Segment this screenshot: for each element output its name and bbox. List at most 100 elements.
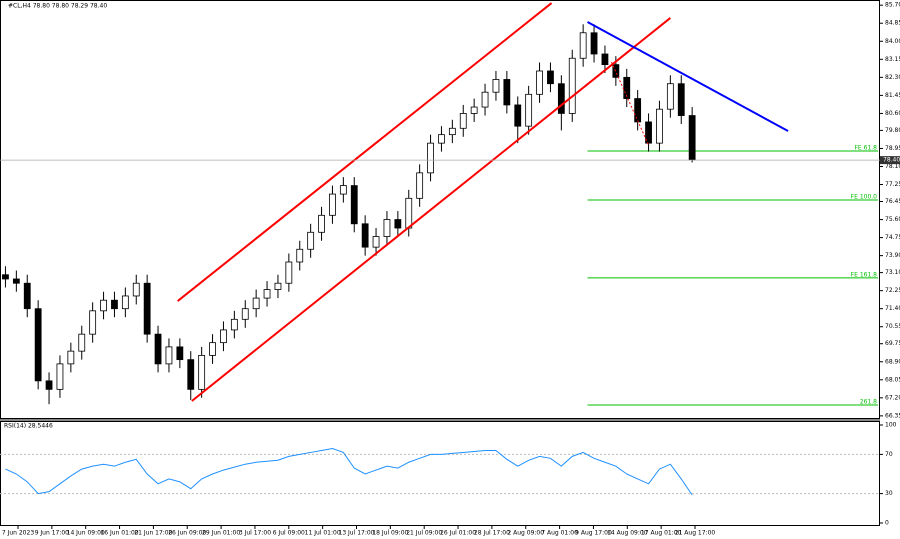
x-tick-label: 17 Aug 01:00 — [641, 530, 682, 537]
last-price-box — [880, 156, 900, 165]
candle-body — [45, 380, 53, 390]
candle-body — [677, 83, 685, 116]
rsi-line — [5, 448, 693, 496]
candle-body — [394, 219, 402, 229]
candle-body — [2, 274, 9, 280]
y-tick-label: 74.75 — [885, 234, 900, 241]
candle-body — [12, 278, 20, 284]
x-tick-label: 26 Jul 01:00 — [440, 530, 476, 537]
candle-body — [143, 282, 151, 335]
y-tick-label: 77.25 — [885, 181, 900, 188]
x-tick-label: 28 Jul 17:00 — [474, 530, 510, 537]
fibo-label: FE 61.8 — [854, 144, 877, 151]
y-tick-label: 76.45 — [885, 198, 900, 205]
candle-body — [459, 113, 467, 129]
candle-body — [634, 98, 642, 123]
candle-body — [285, 261, 293, 284]
candle-body — [329, 193, 336, 216]
candle-body — [230, 318, 238, 331]
rsi-tick-label: 100 — [885, 422, 897, 429]
x-tick-label: 21 Jun 17:00 — [134, 530, 172, 537]
candle-body — [132, 282, 140, 297]
x-tick-label: 26 Jun 09:00 — [168, 530, 206, 537]
y-tick-label: 68.05 — [885, 376, 900, 383]
x-tick-label: 7 Aug 01:00 — [541, 530, 578, 537]
candle-body — [252, 297, 260, 310]
rsi-tick-label: 0 — [885, 520, 889, 527]
candle-body — [274, 282, 282, 290]
candle-body — [176, 346, 184, 361]
y-tick-label: 80.60 — [885, 110, 900, 117]
trendline — [191, 17, 671, 402]
candle-body — [590, 32, 598, 55]
fibo-label: 261.8 — [860, 399, 877, 406]
candle-body — [688, 115, 696, 161]
x-tick-label: 13 Jul 17:00 — [339, 530, 375, 537]
y-tick-label: 78.95 — [885, 145, 900, 152]
candle-body — [209, 342, 216, 356]
candle-body — [470, 106, 478, 114]
y-tick-label: 69.75 — [885, 340, 900, 347]
rsi-tick-label: 70 — [885, 451, 893, 458]
candle-body — [263, 289, 271, 299]
candle-body — [427, 142, 434, 174]
candle-body — [579, 32, 587, 59]
candle-body — [448, 127, 456, 136]
y-tick-label: 81.45 — [885, 92, 900, 99]
y-tick-label: 73.90 — [885, 252, 900, 259]
candle-body — [623, 76, 631, 99]
candle-body — [296, 248, 304, 263]
x-tick-label: 21 Jul 09:00 — [406, 530, 442, 537]
y-tick-label: 72.25 — [885, 287, 900, 294]
price-frame — [0, 0, 880, 419]
x-tick-label: 6 Jul 09:00 — [273, 530, 305, 537]
candle-body — [339, 185, 347, 195]
candle-body — [383, 219, 391, 237]
y-tick-label: 67.20 — [885, 394, 900, 401]
last-price-label: 78.40 — [883, 157, 900, 164]
y-tick-label: 73.10 — [885, 269, 900, 276]
candle-body — [525, 93, 533, 127]
candle-body — [89, 310, 97, 335]
y-tick-label: 70.55 — [885, 323, 900, 330]
candle-body — [111, 299, 118, 310]
candle-body — [121, 295, 129, 310]
candle-body — [481, 91, 489, 108]
candle-body — [372, 236, 380, 248]
rsi-tick-label: 30 — [885, 490, 893, 497]
candle-body — [557, 83, 565, 114]
x-tick-label: 7 Jun 2023 — [2, 530, 34, 537]
candle-body — [361, 223, 369, 248]
candle-body — [187, 359, 195, 390]
x-tick-label: 11 Jul 01:00 — [305, 530, 341, 537]
candle-body — [318, 214, 325, 233]
candle-body — [56, 363, 64, 390]
fibo-label: FE 161.8 — [851, 271, 878, 278]
trendline — [611, 61, 650, 146]
candle-body — [536, 70, 543, 95]
x-tick-label: 18 Jul 09:00 — [372, 530, 408, 537]
x-tick-label: 9 Jun 17:00 — [35, 530, 69, 537]
candle-body — [67, 350, 75, 365]
candle-body — [154, 333, 162, 365]
candle-body — [645, 121, 652, 144]
candle-body — [165, 346, 173, 365]
x-tick-label: 29 Jun 01:00 — [202, 530, 240, 537]
candle-body — [198, 354, 206, 390]
trendline — [177, 2, 553, 302]
rsi-label: RSI(14) 28.5446 — [4, 423, 53, 430]
x-tick-label: 14 Aug 09:00 — [607, 530, 648, 537]
candle-body — [568, 57, 576, 114]
candle-body — [405, 197, 413, 229]
x-tick-label: 21 Aug 17:00 — [675, 530, 716, 537]
x-tick-label: 9 Aug 17:00 — [575, 530, 612, 537]
candle-body — [656, 108, 663, 144]
candle-body — [100, 299, 107, 312]
candle-body — [666, 83, 674, 110]
candle-body — [547, 70, 554, 85]
y-tick-label: 75.60 — [885, 216, 900, 223]
candle-body — [307, 231, 315, 250]
candle-body — [78, 333, 86, 352]
y-tick-label: 84.85 — [885, 20, 900, 27]
